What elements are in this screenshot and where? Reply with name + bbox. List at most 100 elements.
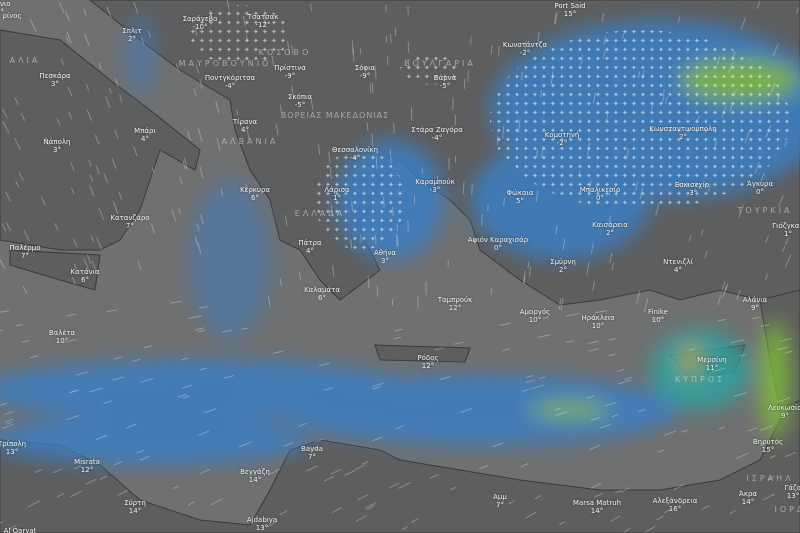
city-label[interactable]: Βηρυτός 15°: [753, 438, 783, 454]
city-label[interactable]: Κωνστάντζα -2°: [503, 41, 547, 57]
wind-streak: [98, 207, 105, 220]
city-label[interactable]: Μερσίνη 11°: [697, 356, 726, 372]
city-temperature: 0°: [756, 188, 764, 196]
city-label[interactable]: Ταμπρούκ 12°: [438, 296, 472, 312]
wind-streak: [86, 109, 93, 121]
city-label[interactable]: Πεσκάρα 3°: [39, 72, 70, 88]
city-label[interactable]: Άγκυρα 0°: [747, 180, 773, 196]
wind-streak: [471, 183, 473, 195]
wind-streak: [372, 385, 381, 390]
wind-streak: [94, 134, 100, 145]
city-label[interactable]: Ajdabiya 13°: [247, 516, 277, 532]
city-label[interactable]: Κέρκυρα 6°: [240, 186, 270, 202]
wind-streak: [0, 310, 10, 313]
country-label: ΜΑΥΡΟΒΟΥΝΙΟ: [178, 59, 272, 68]
wind-streak: [10, 442, 19, 447]
wind-streak: [367, 275, 370, 289]
city-temperature: 0°: [596, 194, 604, 202]
city-name: Τσατσακ: [247, 13, 279, 21]
city-label[interactable]: Λάρισα 1°: [324, 186, 349, 202]
wind-streak: [141, 37, 145, 45]
city-label[interactable]: Αμοργός 10°: [520, 308, 551, 324]
city-label[interactable]: Ρόδος 12°: [417, 354, 438, 370]
city-label[interactable]: Al Qaryat: [4, 527, 37, 533]
wind-streak: [554, 14, 557, 25]
wind-streak: [401, 526, 408, 531]
city-name: Σόφια: [354, 64, 376, 72]
city-label[interactable]: Τίρανα 4°: [233, 118, 257, 134]
city-label[interactable]: Marsa Matruh 14°: [573, 499, 621, 515]
city-label[interactable]: ρίνος: [2, 12, 21, 20]
city-label[interactable]: Βεγγάζη 14°: [240, 468, 270, 484]
city-label[interactable]: Άκρα 14°: [739, 490, 757, 506]
city-label[interactable]: Πρίστινα -9°: [274, 64, 306, 80]
city-label[interactable]: Bayda 7°: [301, 445, 323, 461]
wind-streak: [615, 489, 622, 494]
city-label[interactable]: Σπλιτ 2°: [122, 27, 141, 43]
wind-streak: [188, 315, 202, 319]
city-label[interactable]: Misrata 12°: [74, 458, 100, 474]
city-label[interactable]: Finike 10°: [648, 308, 668, 324]
wind-streak: [388, 482, 400, 489]
city-label[interactable]: Κομοτηνή -2°: [545, 131, 580, 147]
city-label[interactable]: Ηράκλειο 10°: [581, 314, 614, 330]
city-label[interactable]: Port Said 15°: [554, 2, 585, 18]
wind-streak: [291, 44, 294, 55]
wind-streak: [714, 140, 718, 148]
wind-streak: [108, 87, 112, 94]
city-label[interactable]: Πάτρα 4°: [298, 239, 321, 255]
city-name: Κωνστάντζα: [502, 41, 548, 49]
wind-streak: [182, 160, 186, 170]
city-temperature: -9°: [359, 72, 371, 80]
city-label[interactable]: Εσκισεχίρ -3°: [675, 181, 709, 197]
city-label[interactable]: Σύρτη 14°: [124, 499, 146, 515]
city-label[interactable]: Τρίπολη 13°: [0, 440, 26, 456]
city-label[interactable]: Βάρνα -5°: [434, 74, 456, 90]
city-label[interactable]: Καισάρεια 2°: [592, 221, 628, 237]
city-label[interactable]: Νάπολη 3°: [44, 138, 71, 154]
city-label[interactable]: Σόφια -9°: [355, 64, 375, 80]
wind-streak: [635, 181, 639, 191]
city-label[interactable]: Αθήνα 3°: [374, 249, 396, 265]
wind-streak: [784, 451, 797, 458]
city-label[interactable]: Κωνσταντινούπολη 2°: [649, 125, 716, 141]
city-label[interactable]: Ντενιζλί 4°: [663, 258, 693, 274]
city-label[interactable]: Αλεξάνδρεια 16°: [653, 497, 698, 513]
city-label[interactable]: Αμμ 7°: [493, 493, 507, 509]
wind-streak: [140, 378, 154, 383]
wind-streak: [529, 266, 532, 277]
city-label[interactable]: Παλέρμο 7°: [10, 244, 41, 260]
city-label[interactable]: Βαλέτα 10°: [49, 329, 75, 345]
city-label[interactable]: Σκόπια -5°: [288, 93, 312, 109]
wind-streak: [203, 408, 217, 414]
city-label[interactable]: Μπαλικεσίρ 0°: [580, 186, 621, 202]
city-label[interactable]: Ποντγκόριτσα -4°: [205, 74, 255, 90]
wind-streak: [590, 243, 594, 254]
wind-streak: [4, 418, 14, 423]
city-label[interactable]: Ικόνιο1°: [0, 0, 11, 16]
city-label[interactable]: Λευκωσία 9°: [768, 404, 800, 420]
city-label[interactable]: Φώκαια 5°: [506, 189, 533, 205]
city-label[interactable]: Γιόζγκατ1°: [772, 222, 800, 238]
city-label[interactable]: Κατάνια 6°: [71, 268, 100, 284]
wind-streak: [98, 62, 103, 70]
country-label: ΑΛΙΑ: [9, 56, 41, 65]
city-label[interactable]: Καραμπούκ -3°: [415, 178, 454, 194]
city-label[interactable]: Σαράγεβο -10°: [183, 15, 218, 31]
city-label[interactable]: Θεσσαλονίκη -4°: [332, 146, 378, 162]
city-label[interactable]: Στάρα Ζαγόρα -4°: [411, 126, 462, 142]
city-label[interactable]: Τσατσακ -12°: [248, 13, 279, 29]
city-label[interactable]: Γάζα 13°: [785, 484, 800, 500]
city-label[interactable]: Κατανζάρο 7°: [110, 214, 149, 230]
wind-streak: [398, 481, 411, 489]
city-label[interactable]: Καλαμάτα 6°: [304, 286, 340, 302]
city-label[interactable]: Αφιόν Καραχισάρ 0°: [468, 236, 528, 252]
city-label[interactable]: Σμύρνη 2°: [550, 258, 576, 274]
wind-streak: [317, 144, 321, 156]
city-label[interactable]: Μπάρι 4°: [134, 127, 156, 143]
city-label[interactable]: Αλάνια 9°: [743, 296, 767, 312]
city-temperature: 9°: [751, 304, 759, 312]
wind-streak: [651, 103, 654, 110]
wind-streak: [776, 94, 781, 102]
